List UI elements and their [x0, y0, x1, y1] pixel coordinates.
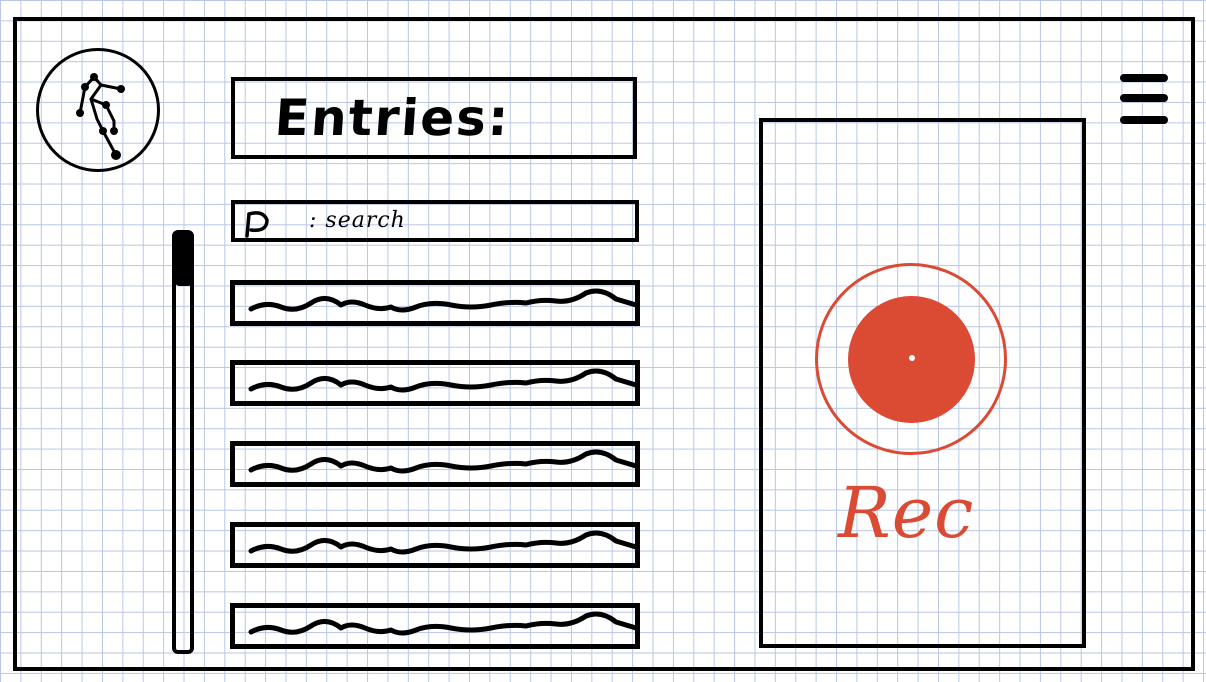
record-button[interactable]	[815, 263, 1007, 455]
list-item[interactable]	[230, 280, 640, 326]
menu-bar	[1120, 116, 1168, 124]
recorder-panel	[759, 118, 1086, 648]
search-icon	[245, 211, 269, 238]
list-item[interactable]	[230, 360, 640, 406]
scrollbar[interactable]	[172, 230, 194, 654]
search-label: : search	[309, 208, 406, 233]
stick-figure-icon	[76, 73, 125, 160]
scribble-text	[248, 288, 639, 313]
list-item[interactable]	[230, 522, 640, 568]
scrollbar-thumb[interactable]	[174, 232, 194, 286]
scribble-text	[248, 368, 639, 393]
hamburger-menu-icon[interactable]	[1118, 72, 1172, 128]
record-label: Rec	[838, 472, 975, 554]
record-center-dot	[909, 355, 915, 361]
app-frame	[13, 17, 1195, 671]
menu-bar	[1120, 94, 1168, 102]
menu-bar	[1120, 74, 1168, 82]
scribble-text	[248, 611, 639, 636]
logo	[36, 48, 160, 172]
list-item[interactable]	[230, 441, 640, 487]
scribble-text	[248, 449, 639, 474]
search-input[interactable]: : search	[231, 200, 639, 242]
page-title: Entries:	[272, 89, 513, 147]
list-item[interactable]	[230, 603, 640, 649]
scribble-text	[248, 530, 639, 555]
page-title-box: Entries:	[231, 77, 637, 159]
